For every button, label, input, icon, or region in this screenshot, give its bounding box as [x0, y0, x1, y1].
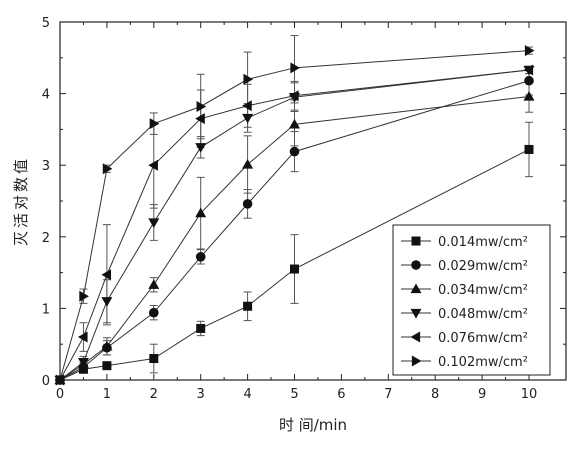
legend-frame — [392, 224, 551, 376]
y-tick-label: 3 — [42, 159, 50, 174]
data-point — [195, 143, 207, 153]
legend-label: 0.102mw/cm² — [438, 355, 528, 370]
data-point — [77, 357, 89, 368]
data-point — [149, 118, 160, 130]
legend-marker — [411, 236, 421, 246]
data-point — [290, 62, 300, 74]
x-tick-label: 8 — [431, 387, 439, 402]
data-point — [101, 269, 112, 281]
data-point — [101, 297, 113, 307]
data-point — [289, 118, 300, 129]
series-markers — [54, 45, 535, 386]
data-point — [148, 218, 160, 228]
legend-label: 0.048mw/cm² — [438, 307, 528, 322]
data-point — [148, 159, 158, 171]
x-tick-label: 10 — [521, 387, 538, 402]
legend: 0.014mw/cm² 0.029mw/cm² 0.034mw/cm² 0.048mw… — [392, 224, 551, 376]
data-point — [242, 158, 254, 169]
y-tick-label: 4 — [42, 88, 50, 103]
x-tick-label: 9 — [478, 387, 486, 402]
x-tick-label: 6 — [337, 387, 345, 402]
data-point — [196, 323, 206, 333]
data-point — [101, 340, 113, 351]
legend-label: 0.014mw/cm² — [438, 235, 528, 250]
x-tick-label: 0 — [56, 387, 64, 402]
data-point — [196, 100, 207, 112]
data-point — [523, 90, 535, 101]
series-line-6 — [59, 50, 530, 381]
y-tick-label: 5 — [42, 16, 50, 31]
data-point — [149, 354, 159, 364]
legend-label: 0.034mw/cm² — [438, 283, 528, 298]
y-tick-label: 2 — [42, 231, 50, 246]
x-tick-label: 3 — [197, 387, 205, 402]
data-point — [290, 264, 299, 274]
data-point — [524, 45, 535, 57]
legend-marker — [411, 355, 422, 367]
data-point — [102, 163, 113, 175]
x-tick-label: 2 — [150, 387, 158, 402]
legend-marker — [410, 331, 421, 343]
data-point — [243, 73, 254, 85]
data-point — [243, 301, 253, 311]
series-line-4 — [59, 69, 530, 381]
data-point — [195, 113, 205, 125]
data-point — [195, 252, 206, 262]
data-point — [524, 75, 534, 86]
data-point — [79, 290, 89, 302]
x-tick-label: 4 — [243, 387, 251, 402]
series-line-3 — [59, 95, 530, 381]
x-tick-label: 1 — [103, 387, 111, 402]
data-point — [242, 199, 253, 209]
legend-marker — [410, 308, 422, 319]
data-point — [289, 146, 300, 157]
data-point — [524, 144, 534, 154]
series-lines — [59, 50, 530, 381]
legend-label: 0.029mw/cm² — [438, 259, 528, 274]
x-tick-label: 7 — [384, 387, 392, 402]
data-point — [148, 279, 160, 289]
data-point — [77, 331, 88, 343]
series-line-2 — [59, 80, 530, 381]
data-point — [242, 100, 252, 112]
data-point — [289, 90, 299, 102]
x-axis-label: 时 间/min — [279, 416, 347, 434]
legend-label: 0.076mw/cm² — [438, 331, 528, 346]
data-point — [242, 113, 254, 124]
data-point — [102, 361, 112, 371]
data-point — [149, 307, 159, 318]
axes: 0 1 2 3 4 5 6 7 8 9 10 0 1 2 3 4 5 — [42, 16, 566, 402]
legend-marker — [411, 260, 421, 270]
y-tick-label: 1 — [42, 302, 50, 317]
data-point — [195, 207, 207, 218]
data-point — [55, 374, 66, 386]
legend-marker — [410, 283, 422, 294]
y-axis-label: 灭活对数值 — [12, 156, 30, 246]
series-line-5 — [59, 69, 530, 381]
y-tick-label: 0 — [42, 374, 50, 389]
x-tick-label: 5 — [290, 387, 298, 402]
data-point — [523, 64, 534, 76]
